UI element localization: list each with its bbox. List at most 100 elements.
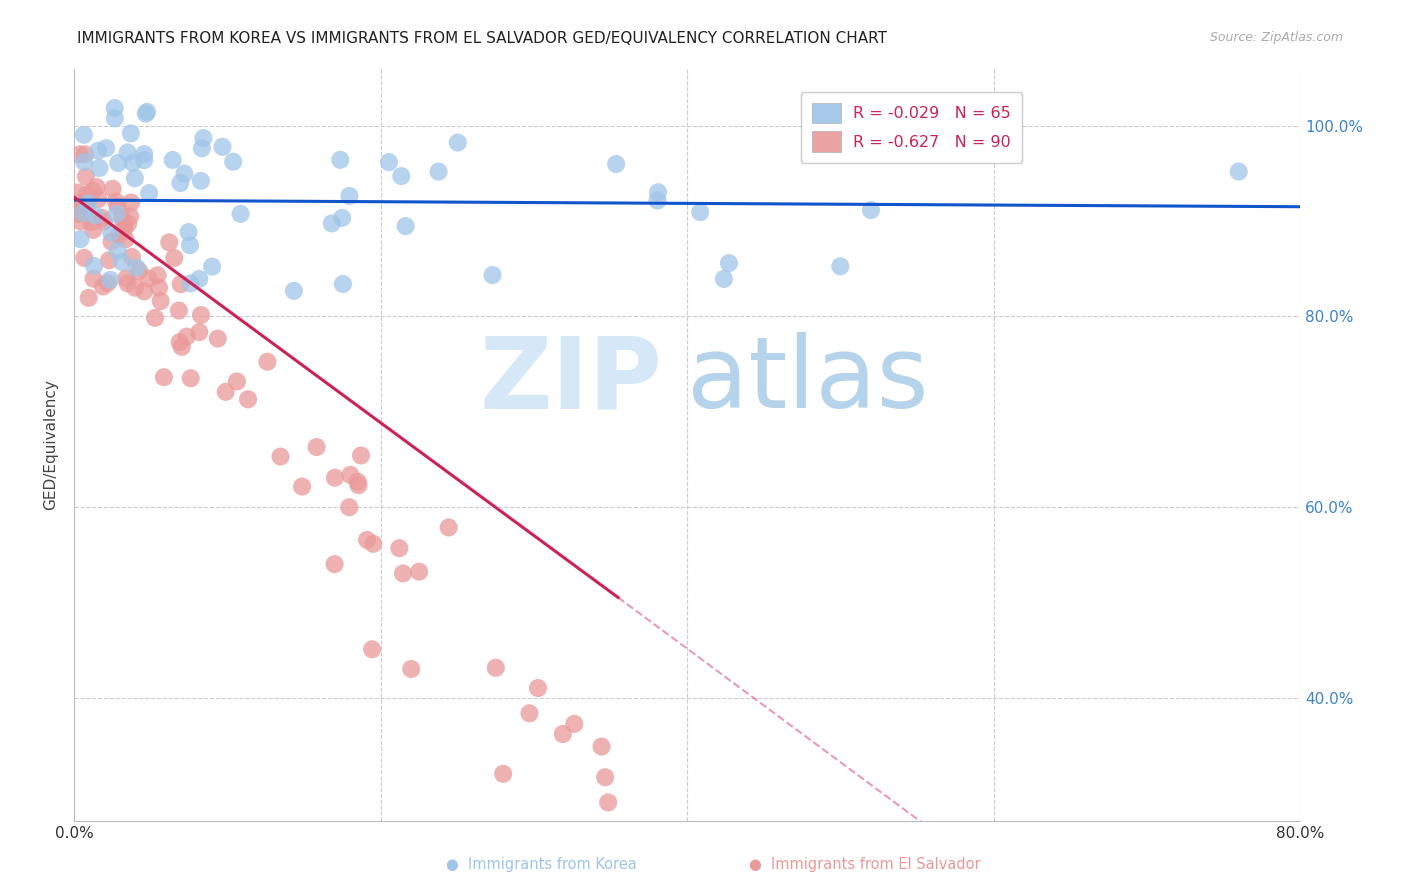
Point [77, 291, 100, 305]
Point [120, 127, 142, 141]
Point [167, 303, 190, 318]
Point [82, 223, 104, 237]
Point [350, 449, 373, 463]
Point [87, 192, 110, 206]
Point [593, 770, 616, 784]
Point [229, 207, 252, 221]
Point [346, 475, 368, 489]
Point [1227, 164, 1250, 178]
Point [153, 370, 176, 384]
Point [94, 141, 117, 155]
Text: ●  Immigrants from El Salvador: ● Immigrants from El Salvador [749, 857, 980, 872]
Point [647, 186, 669, 200]
Point [67, 202, 90, 216]
Point [399, 662, 422, 676]
Point [859, 203, 882, 218]
Point [378, 155, 401, 169]
Point [389, 169, 412, 183]
Point [394, 219, 416, 233]
Point [146, 268, 169, 283]
Point [190, 308, 212, 322]
Point [112, 217, 135, 231]
Point [215, 384, 238, 399]
Point [128, 264, 150, 278]
Point [361, 642, 384, 657]
Point [86, 180, 108, 194]
Point [98, 253, 121, 268]
Point [107, 200, 129, 214]
Point [121, 155, 143, 169]
Point [98, 273, 121, 287]
Point [138, 186, 160, 201]
Point [179, 238, 201, 252]
Point [323, 471, 346, 485]
Point [80, 215, 103, 229]
Point [551, 727, 574, 741]
Point [125, 260, 148, 275]
Point [134, 147, 156, 161]
Point [337, 500, 360, 515]
Point [392, 566, 415, 581]
Point [481, 268, 503, 282]
Point [188, 272, 211, 286]
Point [190, 174, 212, 188]
Point [330, 211, 353, 225]
Point [135, 106, 157, 120]
Point [108, 227, 131, 242]
Point [83, 271, 105, 285]
Point [527, 681, 550, 695]
Text: Source: ZipAtlas.com: Source: ZipAtlas.com [1209, 31, 1343, 45]
Point [77, 196, 100, 211]
Point [136, 104, 159, 119]
Point [323, 557, 346, 571]
Point [485, 661, 508, 675]
Point [713, 272, 735, 286]
Point [169, 176, 191, 190]
Point [180, 371, 202, 385]
Point [76, 187, 98, 202]
Point [225, 375, 247, 389]
Point [76, 194, 98, 209]
Point [193, 131, 215, 145]
Point [143, 310, 166, 325]
Point [111, 255, 134, 269]
Point [717, 256, 740, 270]
Point [91, 211, 114, 225]
Point [72, 206, 94, 220]
Point [269, 450, 291, 464]
Point [138, 271, 160, 285]
Point [162, 153, 184, 167]
Point [177, 225, 200, 239]
Point [332, 277, 354, 291]
Point [361, 537, 384, 551]
Text: ●  Immigrants from Korea: ● Immigrants from Korea [446, 857, 637, 872]
Point [66, 196, 89, 211]
Point [148, 281, 170, 295]
Point [408, 565, 430, 579]
Point [157, 235, 180, 250]
Point [305, 440, 328, 454]
Point [256, 355, 278, 369]
Point [329, 153, 352, 167]
Y-axis label: GED/Equivalency: GED/Equivalency [44, 380, 58, 510]
Point [100, 235, 122, 249]
Point [134, 285, 156, 299]
Point [104, 112, 127, 126]
Point [201, 260, 224, 274]
Point [188, 325, 211, 339]
Point [134, 153, 156, 167]
Point [120, 195, 142, 210]
Point [73, 128, 96, 142]
Point [591, 739, 613, 754]
Point [107, 244, 129, 258]
Point [605, 157, 627, 171]
Point [427, 164, 450, 178]
Point [100, 226, 122, 240]
Point [70, 214, 93, 228]
Legend: R = -0.029   N = 65, R = -0.627   N = 90: R = -0.029 N = 65, R = -0.627 N = 90 [800, 92, 1022, 163]
Point [222, 154, 245, 169]
Point [519, 706, 541, 721]
Point [117, 145, 139, 160]
Point [120, 210, 142, 224]
Point [291, 480, 314, 494]
